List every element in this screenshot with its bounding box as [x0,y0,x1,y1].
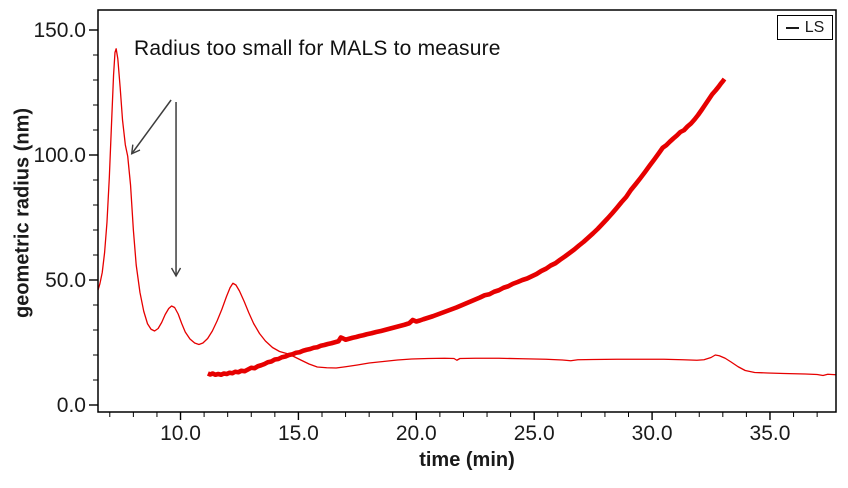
series-group [98,49,836,376]
legend-line-sample-icon [786,27,799,29]
y-tick-label: 100.0 [33,144,86,167]
legend: LS [777,15,833,40]
x-tick-label: 10.0 [160,422,201,445]
x-tick-label: 20.0 [396,422,437,445]
x-tick-label: 25.0 [514,422,555,445]
ls-thin-curve [98,49,836,376]
plot-border [98,10,836,412]
y-tick-label: 50.0 [45,269,86,292]
legend-label: LS [805,19,825,37]
x-tick-label: 30.0 [632,422,673,445]
y-axis-title: geometric radius (nm) [12,108,35,318]
x-axis-title: time (min) [419,449,515,472]
radius-thick-curve [208,79,725,375]
x-tick-label: 15.0 [278,422,319,445]
x-tick-label: 35.0 [750,422,791,445]
y-tick-label: 0.0 [57,394,86,417]
plot-area: 10.0 15.0 20.0 25.0 30.0 35.0 0.0 50.0 100.0 150.… [0,0,848,488]
mals-radius-chart: 10.0 15.0 20.0 25.0 30.0 35.0 0.0 50.0 100.0 150.… [0,0,848,488]
y-tick-label: 150.0 [33,19,86,42]
annotation-text: Radius too small for MALS to measure [134,37,501,61]
arrow-to-first-peak [132,100,171,154]
